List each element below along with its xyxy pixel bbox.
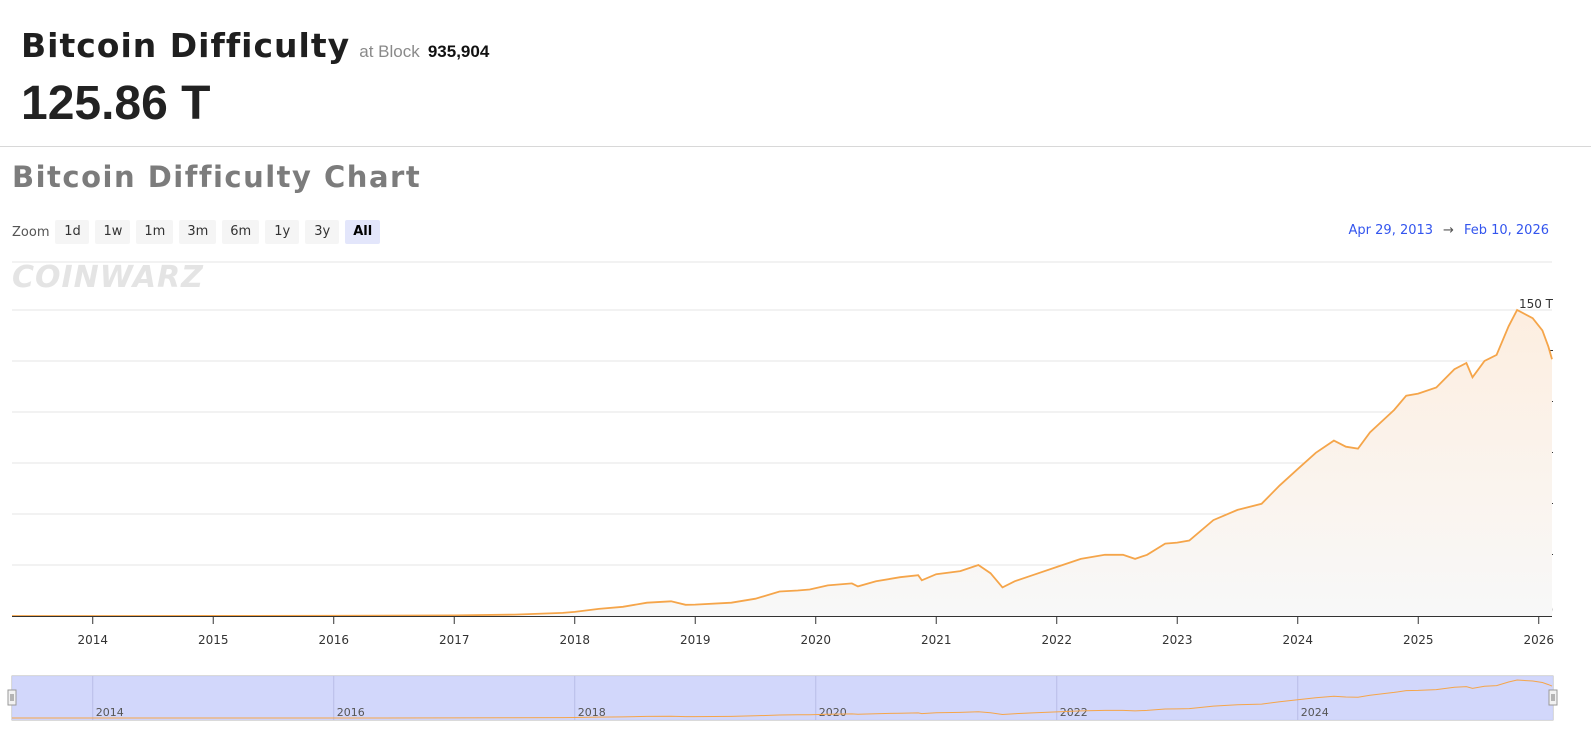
zoom-controls: Zoom 1d 1w 1m 3m 6m 1y 3y All bbox=[12, 220, 386, 244]
x-tick-label: 2019 bbox=[680, 633, 711, 647]
zoom-3y-button[interactable]: 3y bbox=[305, 220, 340, 244]
y-tick-label: 150 T bbox=[1519, 297, 1554, 311]
x-tick-label: 2015 bbox=[198, 633, 229, 647]
navigator-selection[interactable] bbox=[12, 676, 1553, 720]
navigator-tick-label: 2020 bbox=[819, 706, 847, 719]
x-tick-label: 2021 bbox=[921, 633, 952, 647]
at-block-label: at Block bbox=[359, 42, 420, 61]
navigator-tick-label: 2024 bbox=[1301, 706, 1329, 719]
x-tick-label: 2018 bbox=[559, 633, 590, 647]
zoom-all-button[interactable]: All bbox=[345, 220, 381, 244]
x-tick-label: 2017 bbox=[439, 633, 470, 647]
navigator-tick-label: 2018 bbox=[578, 706, 606, 719]
page-title: Bitcoin Difficulty bbox=[21, 26, 351, 65]
navigator-tick-label: 2016 bbox=[337, 706, 365, 719]
title-row: Bitcoin Difficulty at Block 935,904 bbox=[21, 26, 489, 65]
navigator[interactable]: 2014 2016 2018 2020 2022 2024 bbox=[7, 675, 1558, 721]
zoom-1w-button[interactable]: 1w bbox=[95, 220, 131, 244]
page-header: Bitcoin Difficulty at Block 935,904 125.… bbox=[0, 0, 1591, 147]
zoom-3m-button[interactable]: 3m bbox=[179, 220, 217, 244]
zoom-6m-button[interactable]: 6m bbox=[222, 220, 260, 244]
navigator-tick-label: 2014 bbox=[96, 706, 124, 719]
x-tick-label: 2025 bbox=[1403, 633, 1434, 647]
range-from-date[interactable]: Apr 29, 2013 bbox=[1348, 223, 1434, 238]
navigator-left-handle[interactable] bbox=[7, 689, 17, 706]
zoom-1m-button[interactable]: 1m bbox=[136, 220, 174, 244]
x-tick-label: 2026 bbox=[1523, 633, 1554, 647]
x-tick-label: 2023 bbox=[1162, 633, 1193, 647]
zoom-1y-button[interactable]: 1y bbox=[265, 220, 300, 244]
block-number: 935,904 bbox=[427, 42, 490, 61]
date-range: Apr 29, 2013 → Feb 10, 2026 bbox=[1349, 223, 1549, 238]
difficulty-area bbox=[12, 310, 1552, 616]
chart-title: Bitcoin Difficulty Chart bbox=[12, 160, 422, 194]
navigator-tick-label: 2022 bbox=[1060, 706, 1088, 719]
x-axis-ticks: 2014 2015 2016 2017 2018 2019 2020 2021 2022 2023… bbox=[77, 616, 1554, 647]
x-tick-label: 2014 bbox=[77, 633, 108, 647]
difficulty-line bbox=[12, 308, 1553, 617]
navigator-right-handle[interactable] bbox=[1548, 689, 1558, 706]
x-tick-label: 2022 bbox=[1041, 633, 1072, 647]
x-tick-label: 2024 bbox=[1282, 633, 1313, 647]
range-to-date[interactable]: Feb 10, 2026 bbox=[1463, 223, 1549, 238]
x-tick-label: 2020 bbox=[800, 633, 831, 647]
range-arrow: → bbox=[1443, 223, 1454, 238]
zoom-1d-button[interactable]: 1d bbox=[55, 220, 90, 244]
x-tick-label: 2016 bbox=[318, 633, 349, 647]
navigator-line bbox=[12, 679, 1553, 719]
navigator-ticks: 2014 2016 2018 2020 2022 2024 bbox=[92, 676, 1329, 720]
zoom-label: Zoom bbox=[12, 224, 50, 240]
current-difficulty-value: 125.86 T bbox=[21, 77, 211, 130]
coinwarz-watermark: COINWARZ bbox=[12, 260, 204, 295]
